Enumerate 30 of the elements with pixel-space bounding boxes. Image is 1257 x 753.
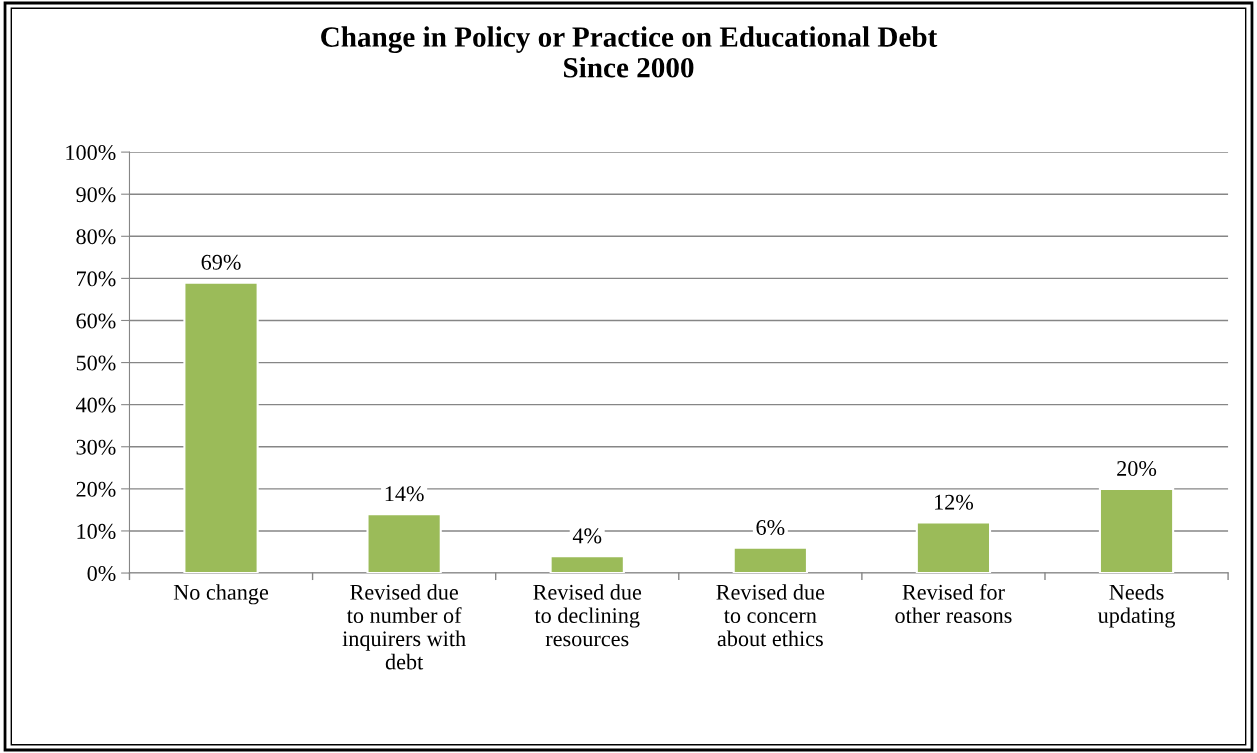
chart-title: Change in Policy or Practice on Educational Debt Since 2000 <box>321 26 938 78</box>
y-tick-label: 70% <box>77 271 116 287</box>
bar <box>732 546 808 574</box>
x-tick-label: Needs updating <box>1097 584 1175 628</box>
y-tick-label: 0% <box>87 565 116 582</box>
y-tick-label: 50% <box>76 355 116 371</box>
x-tick-label: Revised due to declining resources <box>533 584 642 647</box>
y-tick-label: 30% <box>76 439 116 455</box>
x-tick-label: No change <box>173 584 269 605</box>
data-label: 69% <box>201 254 241 270</box>
x-tick-label: Revised due to number of inquirers with debt <box>342 584 466 670</box>
data-label: 14% <box>385 486 424 502</box>
y-tick-label: 10% <box>77 523 116 539</box>
x-tick-label: Revised due to concern about ethics <box>716 584 825 647</box>
data-label: 4% <box>572 528 602 544</box>
y-tick-label: 90% <box>76 187 116 203</box>
data-label: 6% <box>756 519 785 535</box>
bar <box>1098 487 1175 574</box>
bar <box>183 281 259 574</box>
bar <box>549 555 625 574</box>
y-tick-label: 40% <box>75 397 116 413</box>
data-label: 12% <box>935 494 974 510</box>
y-tick-label: 80% <box>76 229 116 245</box>
data-label: 20% <box>1117 461 1157 477</box>
y-tick-label: 100% <box>66 145 116 161</box>
x-tick-label: Revised for other reasons <box>895 583 1012 624</box>
y-tick-label: 60% <box>76 313 116 329</box>
bar <box>366 513 442 574</box>
bar <box>915 521 992 574</box>
y-tick-label: 20% <box>76 481 116 497</box>
